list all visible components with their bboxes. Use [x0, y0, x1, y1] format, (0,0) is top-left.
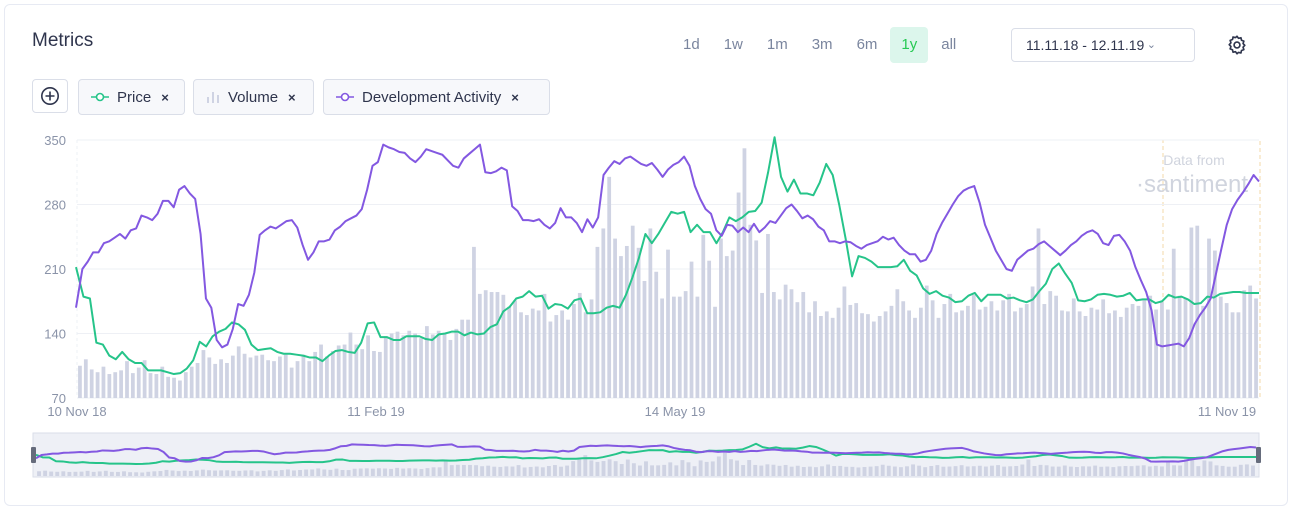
metric-chip-volume[interactable]: Volume ×: [193, 79, 314, 115]
line-circle-icon: [91, 92, 109, 102]
page-title: Metrics: [32, 30, 94, 51]
period-selector: 1d 1w 1m 3m 6m 1y all: [672, 27, 969, 63]
date-range-label: 11.11.18 - 12.11.19: [1026, 37, 1145, 53]
metric-chip-label: Price: [117, 88, 152, 106]
date-range-picker[interactable]: 11.11.18 - 12.11.19 ⌄: [1011, 28, 1195, 62]
remove-metric-button[interactable]: ×: [511, 89, 519, 105]
chevron-down-icon: ⌄: [1146, 39, 1156, 51]
metric-chip-development-activity[interactable]: Development Activity ×: [323, 79, 550, 115]
line-circle-icon: [336, 92, 354, 102]
metric-chip-label: Volume: [228, 88, 279, 106]
bar-chart-icon: [206, 91, 220, 103]
metric-chip-label: Development Activity: [362, 88, 502, 106]
plus-circle-icon: [41, 87, 59, 105]
gear-icon[interactable]: [1226, 34, 1248, 56]
period-1d[interactable]: 1d: [683, 36, 700, 53]
period-3m[interactable]: 3m: [811, 36, 833, 53]
period-1m[interactable]: 1m: [766, 36, 788, 53]
remove-metric-button[interactable]: ×: [161, 89, 169, 105]
period-1w[interactable]: 1w: [723, 36, 743, 53]
period-all[interactable]: all: [941, 36, 957, 53]
period-6m[interactable]: 6m: [856, 36, 878, 53]
period-1y[interactable]: 1y: [890, 27, 929, 63]
remove-metric-button[interactable]: ×: [288, 89, 296, 105]
metric-chip-price[interactable]: Price ×: [78, 79, 185, 115]
add-metric-button[interactable]: [32, 79, 68, 113]
